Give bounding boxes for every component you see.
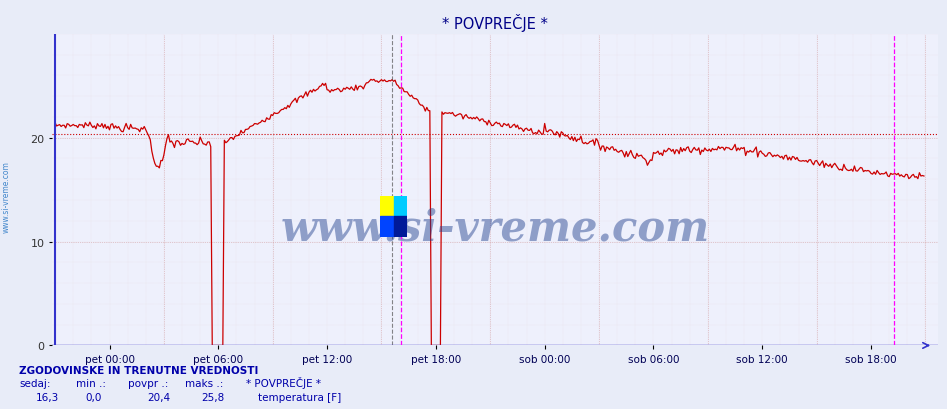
Text: 25,8: 25,8 (202, 392, 225, 402)
Text: min .:: min .: (76, 378, 106, 389)
Bar (381, 217, 394, 237)
Text: maks .:: maks .: (185, 378, 223, 389)
Bar (381, 196, 394, 217)
Bar (394, 217, 407, 237)
Title: * POVPREČJE *: * POVPREČJE * (442, 14, 547, 32)
Text: 20,4: 20,4 (147, 392, 170, 402)
Text: sedaj:: sedaj: (19, 378, 50, 389)
Text: povpr .:: povpr .: (128, 378, 169, 389)
Text: www.si-vreme.com: www.si-vreme.com (2, 160, 11, 232)
Text: ZGODOVINSKE IN TRENUTNE VREDNOSTI: ZGODOVINSKE IN TRENUTNE VREDNOSTI (19, 365, 259, 375)
Text: www.si-vreme.com: www.si-vreme.com (280, 207, 709, 248)
Text: 0,0: 0,0 (85, 392, 101, 402)
Text: * POVPREČJE *: * POVPREČJE * (246, 377, 321, 389)
Text: temperatura [F]: temperatura [F] (258, 392, 341, 402)
Text: 16,3: 16,3 (36, 392, 60, 402)
Bar (394, 196, 407, 217)
